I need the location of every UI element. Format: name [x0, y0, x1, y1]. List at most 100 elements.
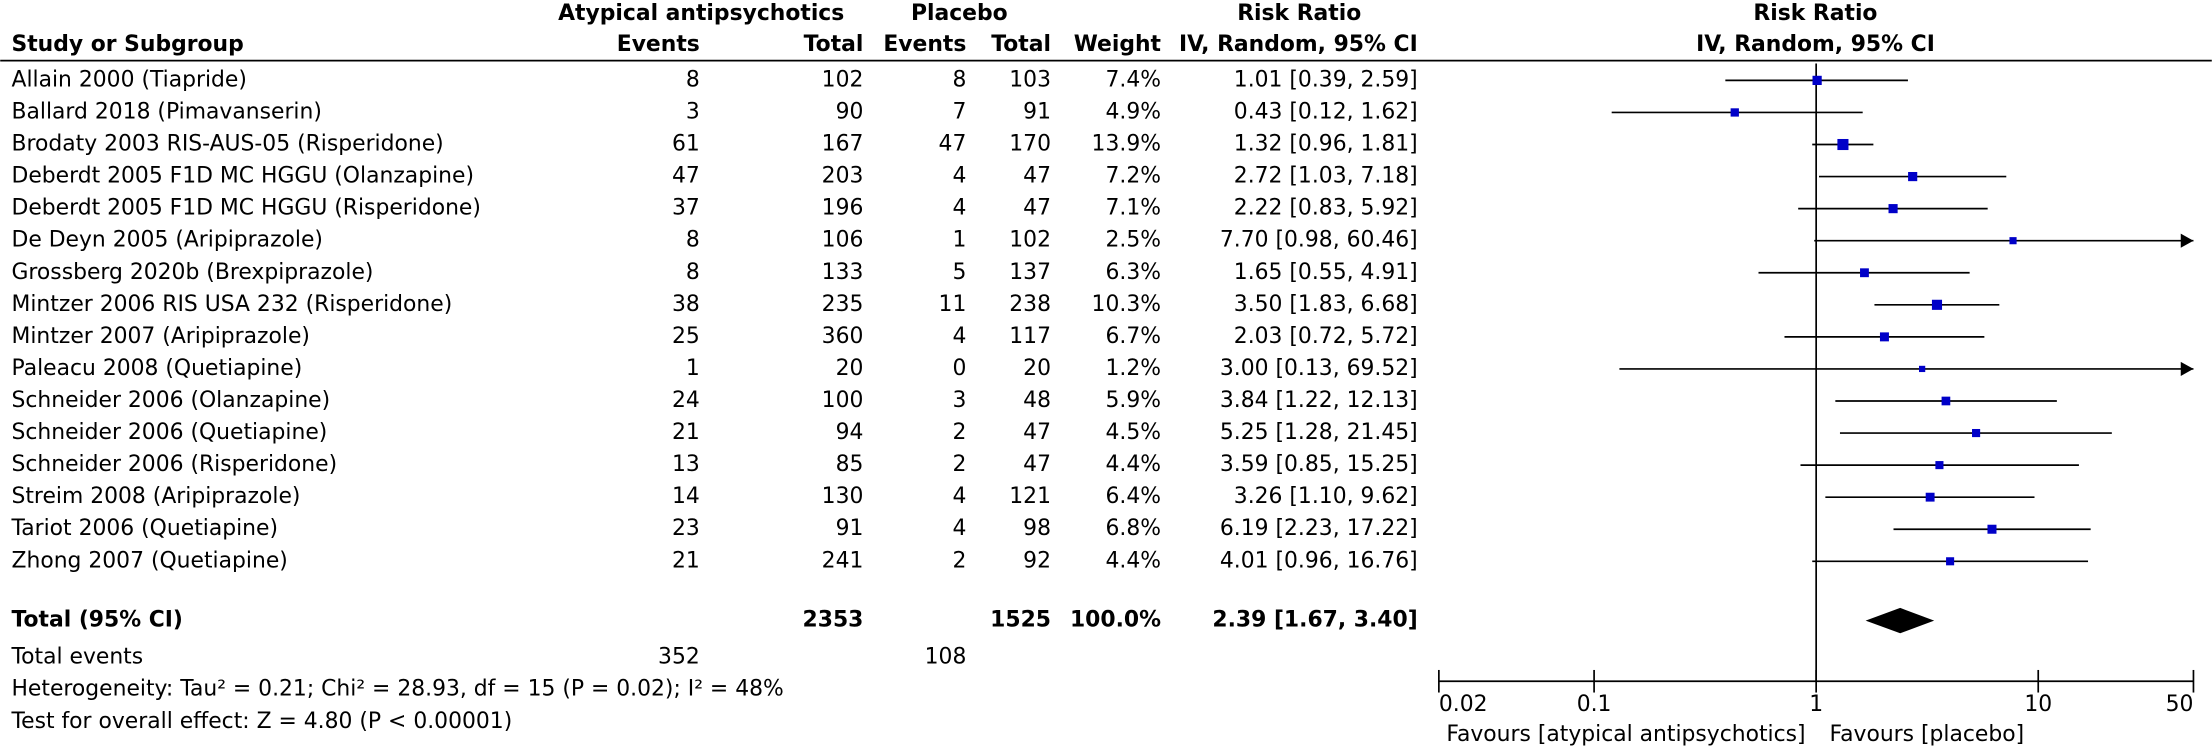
study-name: Streim 2008 (Aripiprazole) [11, 484, 300, 509]
events1: 37 [672, 196, 700, 221]
weight: 13.9% [1092, 132, 1161, 157]
total1: 196 [822, 196, 864, 221]
effect-square [1972, 428, 1981, 438]
total-weight: 100.0% [1070, 608, 1161, 633]
events2: 1 [952, 228, 966, 253]
weight: 4.5% [1105, 420, 1161, 445]
total-header: Total [991, 32, 1051, 57]
events2: 2 [952, 452, 966, 477]
total1: 90 [836, 99, 864, 124]
effect-square [1730, 108, 1739, 117]
effect-square [1918, 365, 1926, 373]
total1: 235 [822, 292, 864, 317]
effect-square [1888, 204, 1898, 214]
x-tick-label: 0.1 [1577, 692, 1612, 717]
effect-square [2009, 237, 2017, 245]
group2-header: Placebo [911, 1, 1008, 26]
total-ci: 2.39 [1.67, 3.40] [1212, 608, 1417, 633]
plot-header: Risk Ratio [1753, 1, 1877, 26]
x-tick-label: 1 [1809, 692, 1823, 717]
ci-label: 5.25 [1.28, 21.45] [1220, 420, 1418, 445]
events1: 13 [672, 452, 700, 477]
weight: 7.4% [1105, 67, 1161, 92]
events1: 21 [672, 548, 700, 573]
ci-header: IV, Random, 95% CI [1179, 32, 1418, 57]
total2: 137 [1009, 260, 1051, 285]
rr-header: Risk Ratio [1237, 1, 1361, 26]
effect-square [1987, 524, 1997, 534]
total1: 130 [822, 484, 864, 509]
total1: 102 [822, 67, 864, 92]
weight: 7.1% [1105, 196, 1161, 221]
events1: 38 [672, 292, 700, 317]
effect-square [1812, 75, 1822, 86]
events2: 4 [952, 516, 966, 541]
total1: 85 [836, 452, 864, 477]
total2: 47 [1023, 452, 1051, 477]
ci-label: 4.01 [0.96, 16.76] [1220, 548, 1418, 573]
total1: 91 [836, 516, 864, 541]
study-name: Tariot 2006 (Quetiapine) [10, 516, 278, 541]
overall-effect: Test for overall effect: Z = 4.80 (P < 0… [10, 709, 512, 734]
study-name: Schneider 2006 (Quetiapine) [11, 420, 327, 445]
events2: 0 [952, 356, 966, 381]
total1: 241 [822, 548, 864, 573]
events2: 2 [952, 420, 966, 445]
events1: 8 [686, 228, 700, 253]
weight: 4.4% [1105, 548, 1161, 573]
events1: 8 [686, 67, 700, 92]
total-label: Total (95% CI) [11, 608, 182, 633]
study-name: Schneider 2006 (Risperidone) [11, 452, 337, 477]
ci-label: 2.72 [1.03, 7.18] [1234, 164, 1418, 189]
total2: 117 [1009, 324, 1051, 349]
total2: 103 [1009, 67, 1051, 92]
total1: 2353 [803, 608, 864, 633]
study-name: Mintzer 2007 (Aripiprazole) [11, 324, 309, 349]
study-name: Deberdt 2005 F1D MC HGGU (Olanzapine) [11, 164, 473, 189]
favours-right: Favours [placebo] [1830, 722, 2025, 747]
total-events1: 352 [658, 644, 700, 669]
total2: 91 [1023, 99, 1051, 124]
ci-label: 7.70 [0.98, 60.46] [1220, 228, 1418, 253]
events1: 14 [672, 484, 700, 509]
total2: 121 [1009, 484, 1051, 509]
total2: 92 [1023, 548, 1051, 573]
events2: 4 [952, 484, 966, 509]
total-events-label: Total events [10, 644, 143, 669]
ci-label: 6.19 [2.23, 17.22] [1220, 516, 1418, 541]
group1-header: Atypical antipsychotics [558, 1, 844, 26]
study-name: Allain 2000 (Tiapride) [11, 67, 246, 92]
events1: 24 [672, 388, 700, 413]
ci-label: 2.22 [0.83, 5.92] [1234, 196, 1418, 221]
total-diamond [1865, 607, 1935, 634]
events1: 25 [672, 324, 700, 349]
ci-label: 3.59 [0.85, 15.25] [1220, 452, 1418, 477]
events2: 5 [952, 260, 966, 285]
total2: 98 [1023, 516, 1051, 541]
events1: 1 [686, 356, 700, 381]
effect-square [1935, 461, 1944, 470]
weight: 7.2% [1105, 164, 1161, 189]
plot-subheader: IV, Random, 95% CI [1696, 32, 1935, 57]
study-name: De Deyn 2005 (Aripiprazole) [11, 228, 322, 253]
study-name: Zhong 2007 (Quetiapine) [11, 548, 287, 573]
events2: 8 [952, 67, 966, 92]
weight: 4.9% [1105, 99, 1161, 124]
total2: 20 [1023, 356, 1051, 381]
events-header: Events [617, 32, 700, 57]
events2: 4 [952, 196, 966, 221]
total1: 100 [822, 388, 864, 413]
events1: 47 [672, 164, 700, 189]
weight: 4.4% [1105, 452, 1161, 477]
events2: 7 [952, 99, 966, 124]
effect-square [1860, 268, 1869, 278]
total1: 106 [822, 228, 864, 253]
weight: 6.3% [1105, 260, 1161, 285]
x-tick-label: 50 [2166, 692, 2194, 717]
ci-label: 3.84 [1.22, 12.13] [1220, 388, 1418, 413]
weight: 2.5% [1105, 228, 1161, 253]
total-events2: 108 [925, 644, 967, 669]
ci-arrow [2180, 233, 2194, 248]
